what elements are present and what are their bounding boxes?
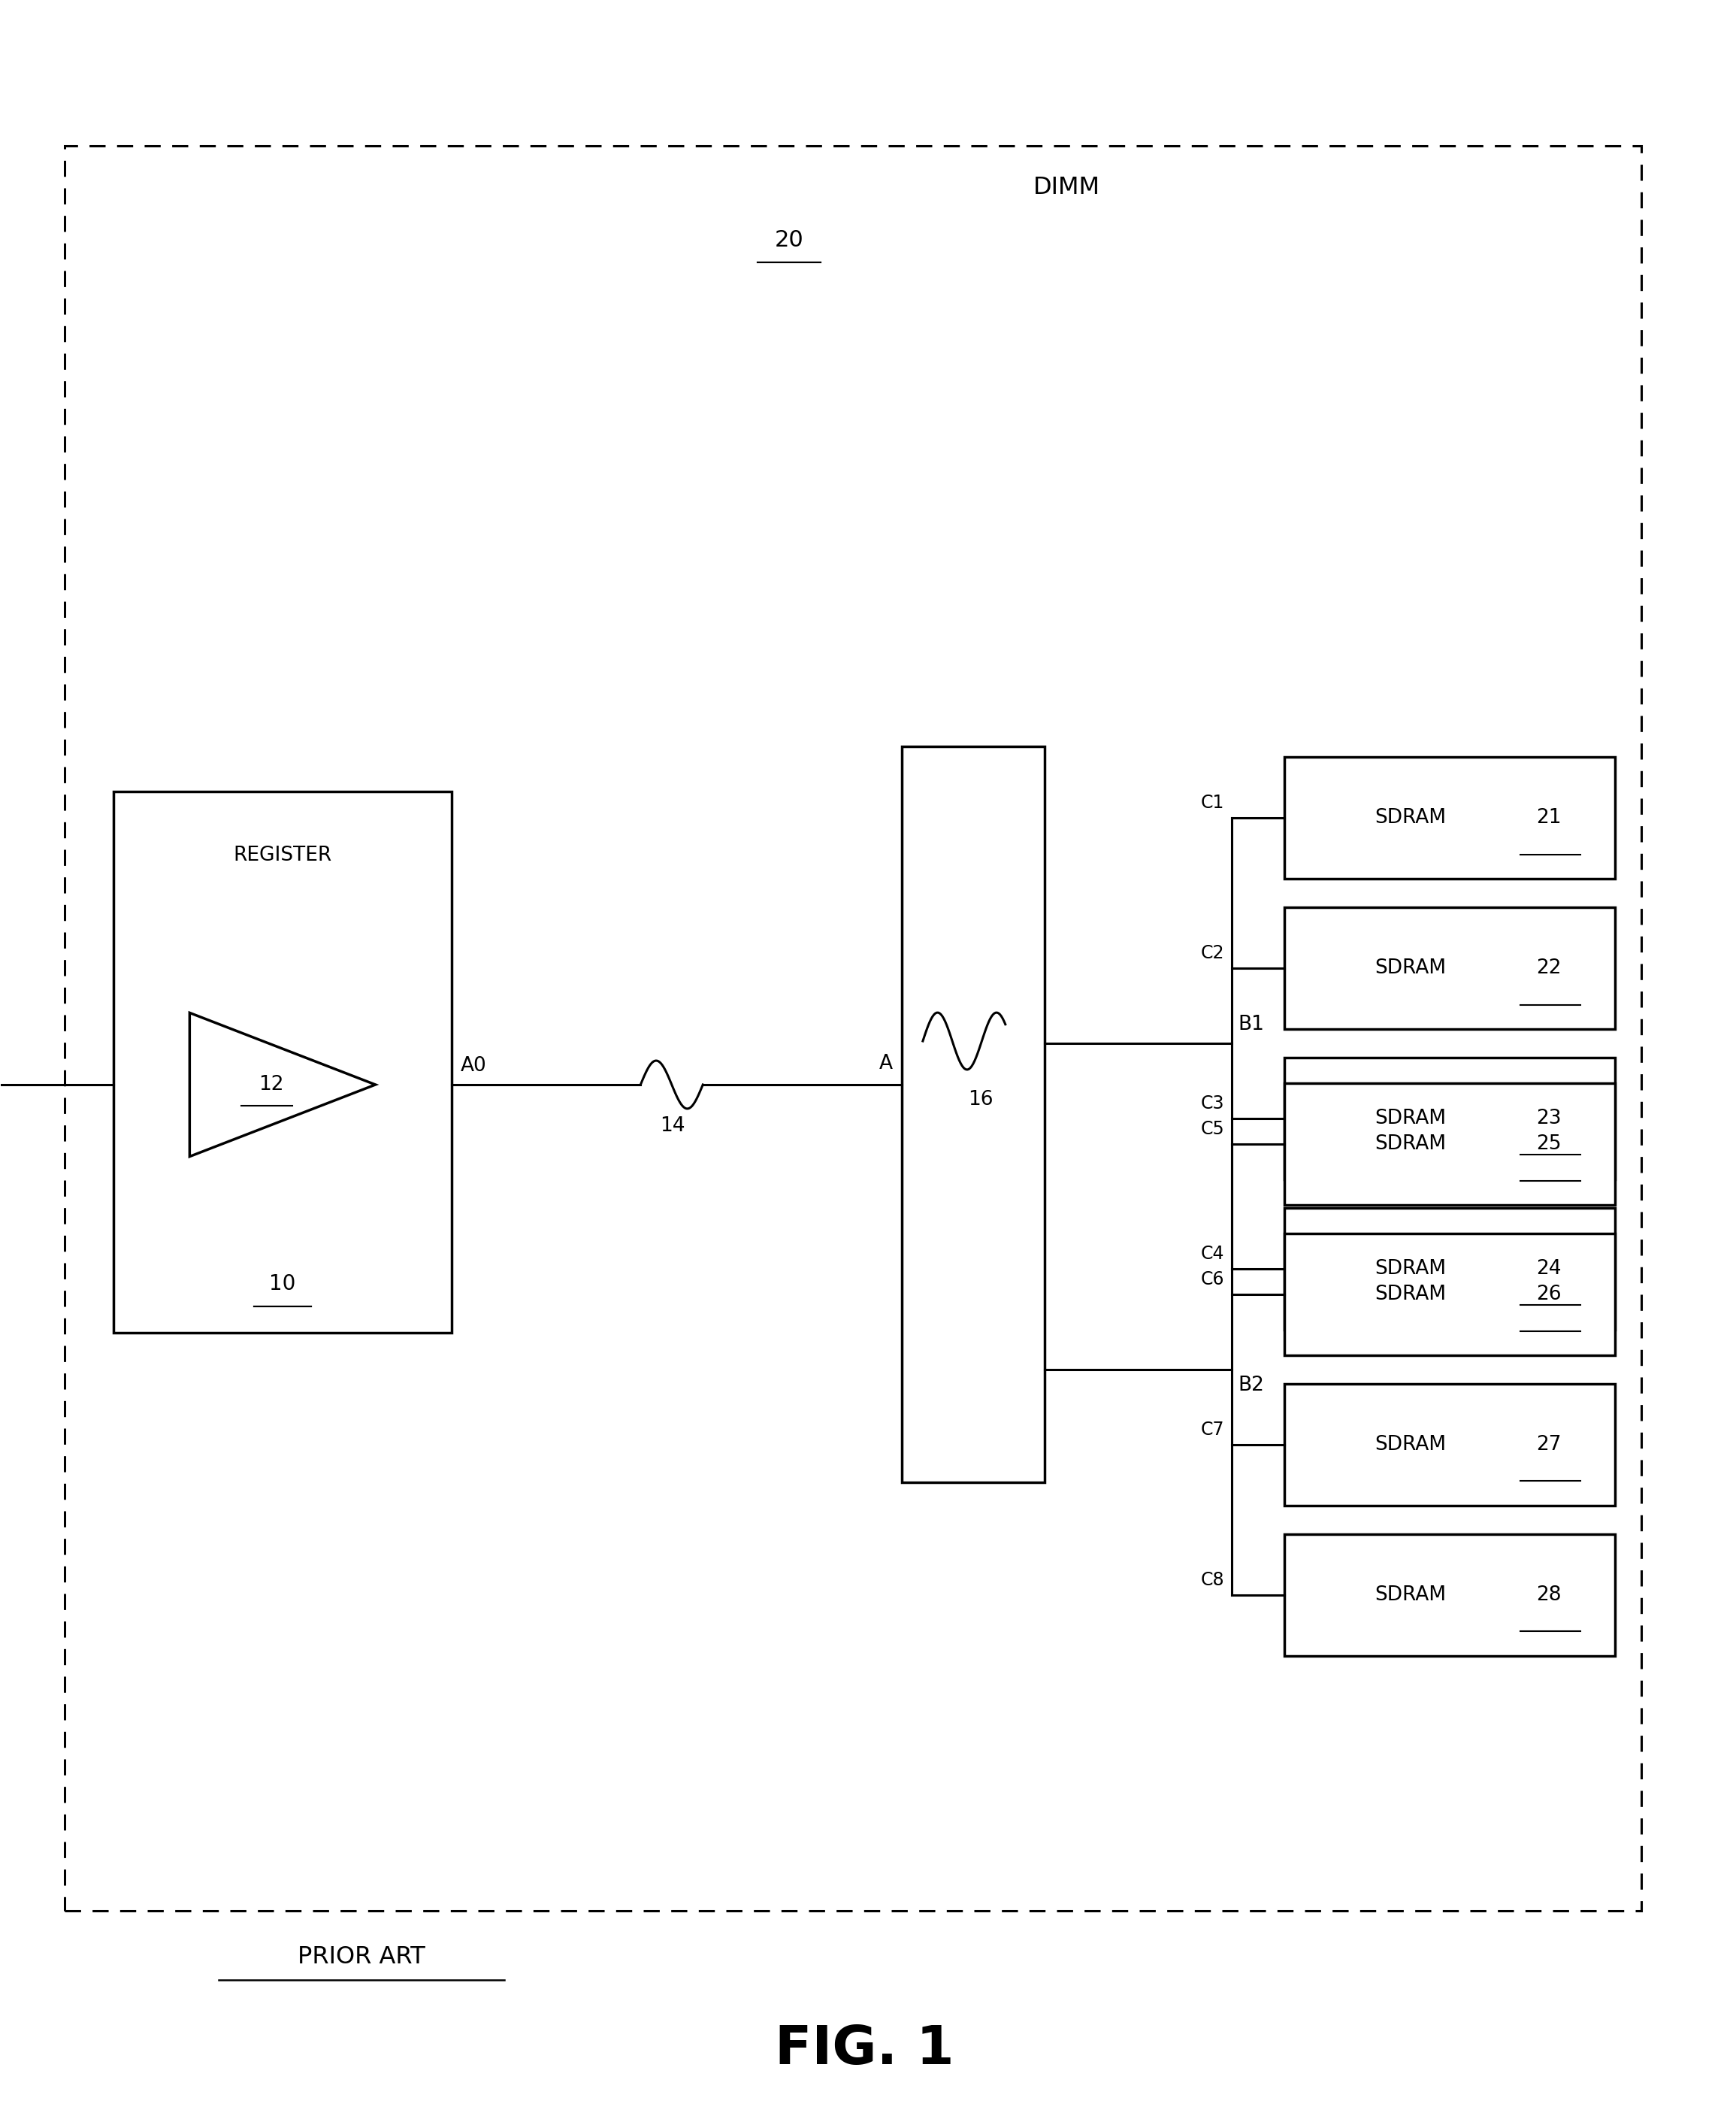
Text: C2: C2 [1201,944,1224,961]
Text: C6: C6 [1201,1271,1224,1288]
Bar [901,747,1045,1483]
Text: B2: B2 [1238,1375,1264,1394]
Text: C8: C8 [1201,1570,1224,1589]
Bar [1285,1534,1614,1655]
Text: 22: 22 [1536,959,1561,978]
Text: SDRAM: SDRAM [1375,1284,1446,1305]
Polygon shape [189,1012,375,1156]
Text: FIG. 1: FIG. 1 [774,2024,953,2075]
Bar [113,792,451,1333]
Text: PRIOR ART: PRIOR ART [297,1946,425,1969]
Text: 10: 10 [269,1273,295,1294]
Bar [1285,1207,1614,1330]
Text: 14: 14 [660,1116,686,1135]
Text: 20: 20 [774,229,804,250]
Text: SDRAM: SDRAM [1375,1434,1446,1454]
Text: C5: C5 [1201,1120,1224,1137]
Text: C3: C3 [1201,1095,1224,1112]
Text: SDRAM: SDRAM [1375,808,1446,828]
Text: SDRAM: SDRAM [1375,1108,1446,1129]
Text: 28: 28 [1536,1585,1561,1604]
Text: REGISTER: REGISTER [233,847,332,866]
Text: C7: C7 [1201,1420,1224,1439]
Text: B1: B1 [1238,1014,1264,1033]
Text: C4: C4 [1201,1246,1224,1263]
Text: C1: C1 [1201,794,1224,813]
Text: 21: 21 [1536,808,1561,828]
Bar [1285,1084,1614,1205]
Text: SDRAM: SDRAM [1375,1258,1446,1277]
Text: 25: 25 [1536,1135,1561,1154]
Text: 26: 26 [1536,1284,1561,1305]
Text: A: A [878,1055,892,1074]
Text: 23: 23 [1536,1108,1561,1129]
Text: 24: 24 [1536,1258,1561,1277]
Text: 27: 27 [1536,1434,1561,1454]
Text: DIMM: DIMM [1033,176,1101,199]
Text: SDRAM: SDRAM [1375,1585,1446,1604]
Text: A0: A0 [460,1057,486,1076]
Bar [1285,1384,1614,1504]
Text: SDRAM: SDRAM [1375,1135,1446,1154]
Text: SDRAM: SDRAM [1375,959,1446,978]
Text: 16: 16 [969,1091,993,1110]
Bar [1285,1233,1614,1356]
Bar [1285,1057,1614,1180]
Bar [1285,758,1614,879]
Bar [64,146,1641,1910]
Text: 12: 12 [259,1076,285,1095]
Bar [1285,908,1614,1029]
